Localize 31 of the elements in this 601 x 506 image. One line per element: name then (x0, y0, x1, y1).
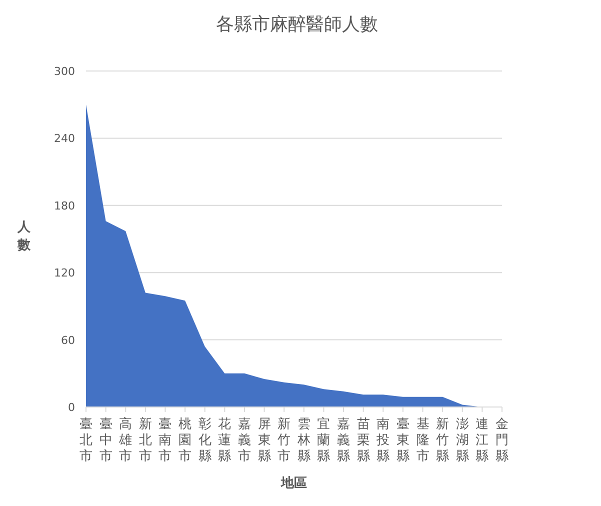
x-tick-label: 澎湖縣 (456, 417, 469, 464)
x-axis-title: 地區 (280, 476, 307, 491)
y-tick-label: 0 (68, 401, 75, 414)
y-tick-label: 60 (61, 334, 75, 347)
y-tick-label: 180 (54, 199, 75, 212)
x-tick-label: 嘉義縣 (337, 417, 350, 464)
y-tick-label: 300 (54, 65, 75, 78)
x-tick-label: 新竹縣 (436, 417, 450, 464)
x-tick-label: 臺北市 (80, 417, 92, 464)
x-tick-label: 屏東縣 (258, 417, 271, 464)
x-tick-label: 桃園市 (178, 417, 192, 464)
x-tick-label: 嘉義市 (238, 417, 251, 464)
y-axis-title: 人數 (16, 220, 32, 253)
x-tick-label: 宜蘭縣 (317, 416, 330, 464)
x-tick-label: 雲林縣 (296, 417, 310, 464)
y-tick-label: 120 (54, 266, 75, 280)
x-tick-label: 新竹市 (278, 417, 291, 464)
x-tick-label: 南投縣 (376, 417, 390, 464)
x-tick-label: 彰化縣 (198, 417, 212, 464)
x-tick-label: 新北市 (138, 417, 152, 464)
x-tick-label: 連江縣 (476, 417, 489, 464)
x-tick-label: 臺東縣 (396, 417, 410, 464)
x-tick-label: 花蓮縣 (218, 417, 232, 464)
x-tick-label: 臺南市 (158, 417, 172, 464)
chart-title: 各縣市麻醉醫師人數 (216, 14, 378, 35)
x-tick-label: 高雄市 (118, 416, 132, 464)
x-tick-label: 基隆市 (416, 417, 430, 464)
x-tick-label: 苗栗縣 (356, 417, 370, 464)
y-tick-label: 240 (54, 132, 75, 146)
x-tick-label: 臺中市 (99, 417, 112, 464)
x-tick-label: 金門縣 (496, 417, 508, 464)
